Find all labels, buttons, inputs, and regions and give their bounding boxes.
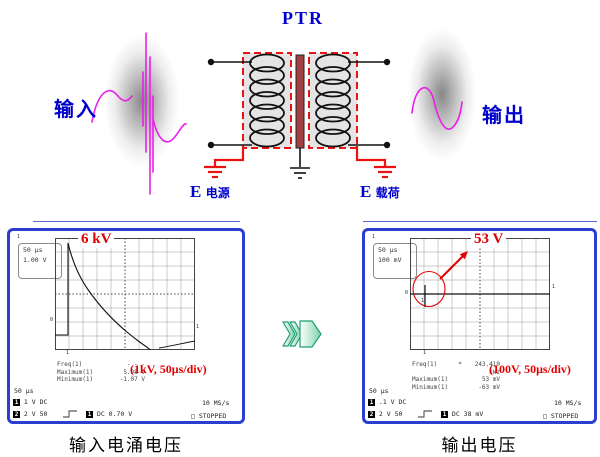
info-volts: 100 mV (378, 255, 402, 264)
trigger-badge: 1 (86, 411, 93, 418)
trigger-slope-icon (63, 410, 77, 418)
acquisition-status: □ STOPPED (543, 412, 579, 420)
edge-marker-left: 0 (50, 317, 54, 323)
trigger-slope-icon (418, 410, 432, 418)
source-e: E (190, 182, 202, 201)
timebase-readout: 50 μs (14, 387, 34, 395)
spike-channel-marker: 1 (421, 298, 425, 304)
ch1-badge: 1 (13, 399, 20, 406)
trigger-readout: 1 DC 0.70 V (86, 410, 133, 418)
center-ground (290, 148, 310, 179)
ch2-readout: 2 2 V 50 (13, 410, 48, 418)
peak-voltage-label: 6 kV (78, 231, 115, 248)
right-scope-caption: 输出电压 (441, 436, 518, 455)
load-ground (355, 146, 396, 179)
stop-icon: □ (543, 412, 547, 420)
input-label: 输入 (54, 99, 98, 121)
stop-icon: □ (191, 412, 195, 420)
left-scope-caption: 输入电涌电压 (69, 436, 183, 455)
sample-rate: 10 MS/s (202, 399, 230, 407)
left-scope-top-edge (33, 221, 240, 222)
trigger-marker: 1 (66, 350, 70, 356)
output-sine-waveform (411, 87, 463, 130)
peak-voltage-label: 53 V (471, 231, 507, 248)
scale-note: (1kV, 50μs/div) (130, 362, 207, 376)
left-scope-panel: 1 50 μs 1.00 V 6 kV 0 1 1 Freq(1) - - - … (7, 228, 245, 424)
highlight-circle (412, 270, 446, 308)
timebase-info-box: 50 μs 100 mV (373, 243, 417, 279)
sample-rate: 10 MS/s (554, 399, 582, 407)
ch1-readout: 1 1 V DC (13, 398, 48, 406)
secondary-winding-box (308, 52, 358, 149)
transformer-core (295, 54, 305, 149)
source-label: E 电源 (190, 182, 230, 202)
freq-row: Freq(1) * 243.410 kHz (412, 361, 500, 376)
scope-grid (55, 238, 195, 350)
measurement-block: Freq(1) - - - Maximum(1) 5.98 V Minimum(… (57, 361, 145, 384)
ch2-badge: 2 (13, 411, 20, 418)
min-row: Minimum(1) -63 mV (412, 383, 500, 391)
edge-marker-right: 1 (552, 284, 556, 290)
freq-flag: * (458, 361, 462, 368)
callout-arrow-head (459, 251, 468, 260)
output-glow-blob (396, 5, 488, 183)
primary-winding-box (242, 52, 292, 149)
ch2-readout: 2 2 V 50 (368, 410, 403, 418)
terminal-dots (207, 58, 391, 149)
scale-note: (100V, 50μs/div) (489, 362, 571, 376)
trigger-readout: 1 DC 38 mV (441, 410, 484, 418)
freq-row: Freq(1) - - - (57, 361, 145, 368)
measurement-block: Freq(1) * 243.410 kHz Maximum(1) 53 mV M… (412, 361, 500, 391)
load-e: E (360, 182, 372, 201)
source-ground (204, 146, 245, 179)
right-scope-panel: 1 50 μs 100 mV 53 V 0 1 1 1 Freq(1) * 24… (362, 228, 597, 424)
acquisition-status: □ STOPPED (191, 412, 227, 420)
primary-coil (249, 53, 285, 148)
ch1-badge: 1 (368, 399, 375, 406)
timebase-info-box: 50 μs 1.00 V (18, 243, 62, 279)
edge-marker-right: 1 (196, 324, 200, 330)
max-row: Maximum(1) 5.98 V (57, 368, 145, 376)
info-timebase: 50 μs (378, 246, 398, 254)
trigger-badge: 1 (441, 411, 448, 418)
surge-trace (55, 242, 152, 350)
ch1-readout: 1 .1 V DC (368, 398, 407, 406)
arrow-body (299, 320, 322, 348)
right-scope-top-edge (363, 221, 597, 222)
source-name: 电源 (205, 186, 230, 200)
load-name: 载荷 (375, 186, 400, 200)
circuit-wires (211, 61, 387, 146)
output-label: 输出 (482, 105, 526, 127)
input-glow-blob (92, 12, 192, 190)
load-label: E 载荷 (360, 182, 400, 202)
ch2-badge: 2 (368, 411, 375, 418)
transformer-diagram-svg (91, 32, 463, 195)
scope-grid (410, 238, 550, 350)
chevron-1 (282, 321, 296, 347)
info-timebase: 50 μs (23, 246, 43, 254)
timebase-readout: 50 μs (369, 387, 389, 395)
ptr-label: PTR (282, 8, 324, 28)
transition-arrow (282, 320, 322, 348)
max-row: Maximum(1) 53 mV (412, 376, 500, 383)
secondary-coil (315, 53, 351, 148)
marker-top: 1 (372, 234, 376, 240)
input-surge-waveform (91, 32, 187, 195)
marker-top: 1 (17, 234, 21, 240)
trigger-marker: 1 (423, 350, 427, 356)
edge-marker-left: 0 (405, 290, 409, 296)
callout-arrow-line (439, 255, 464, 280)
surge-trace-tail (158, 340, 195, 349)
info-volts: 1.00 V (23, 255, 47, 264)
min-row: Minimum(1) -1.07 V (57, 376, 145, 383)
